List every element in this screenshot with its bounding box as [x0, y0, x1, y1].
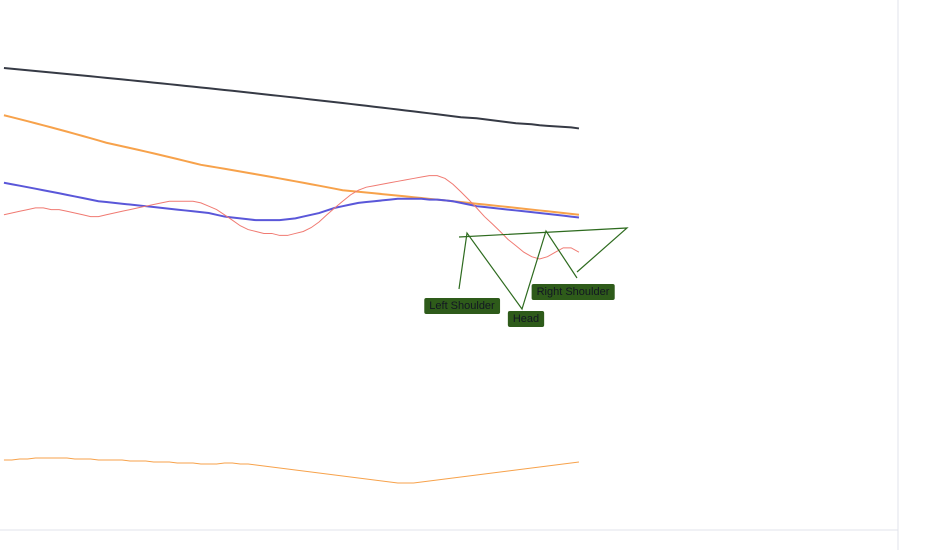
- pattern-line: [458, 229, 578, 311]
- pattern-label: Head: [507, 311, 545, 327]
- pattern-label-text: Right Shoulder: [537, 286, 610, 298]
- pattern-label-box: [531, 284, 615, 300]
- ma-line: [3, 114, 580, 216]
- volume: [3, 457, 580, 484]
- pattern-label-text: Head: [513, 313, 539, 325]
- ma-line: [3, 181, 580, 222]
- ma-line: [3, 66, 580, 130]
- pattern-labels: Left Shoulder Head Right Shoulder: [424, 284, 615, 327]
- neckline: [458, 227, 629, 273]
- moving-averages: [3, 66, 580, 260]
- axes: [0, 0, 899, 550]
- pattern-label: Left Shoulder: [424, 298, 501, 314]
- volume-ma-line: [3, 457, 580, 484]
- pattern-label-box: [507, 311, 545, 327]
- ma-line: [3, 175, 580, 260]
- head-and-shoulders-pattern: [458, 227, 629, 311]
- pattern-label-box: [424, 298, 501, 314]
- pattern-label-text: Left Shoulder: [429, 300, 495, 312]
- pattern-label: Right Shoulder: [531, 284, 615, 300]
